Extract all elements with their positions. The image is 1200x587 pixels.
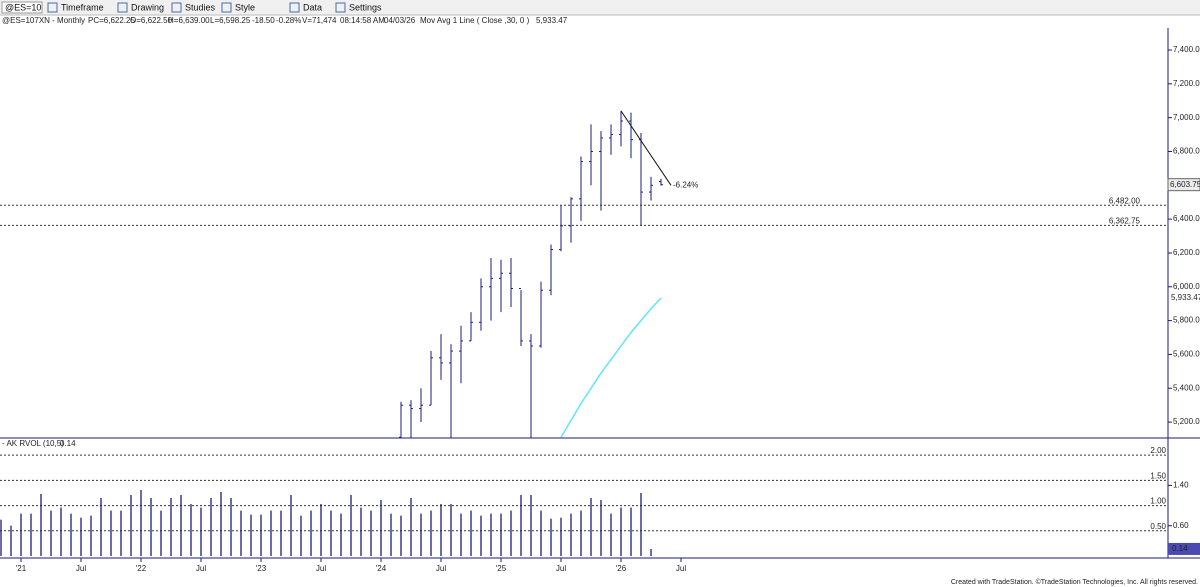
menu-icon[interactable]: [47, 2, 58, 13]
y-tick-label: 5,200.00: [1173, 417, 1200, 426]
last-value-label: 0.14: [1172, 544, 1188, 553]
header-field: Mov Avg 1 Line ( Close ,30, 0 ): [420, 16, 530, 25]
toolbar: [0, 0, 1200, 15]
moving-average: [560, 297, 662, 438]
y-tick-label: 1.40: [1173, 481, 1189, 490]
x-tick-label: '21: [16, 564, 27, 573]
menu-icon[interactable]: [117, 2, 128, 13]
symbol-box[interactable]: [1, 1, 43, 14]
header-ma-value: 5,933.47: [536, 16, 568, 25]
y-tick-label: 5,400.00: [1173, 383, 1200, 392]
header-field: -0.28%: [276, 16, 301, 25]
header-field: PC=6,622.25: [88, 16, 135, 25]
menu-item[interactable]: Settings: [349, 2, 382, 12]
menu-item[interactable]: Timeframe: [61, 2, 104, 12]
study-name: - AK RVOL (10,5): [2, 439, 64, 448]
header-symbol: @ES=107XN - Monthly: [2, 16, 85, 25]
x-tick-label: Jul: [316, 564, 326, 573]
menu-item[interactable]: Studies: [185, 2, 216, 12]
header-field: 04/03/26: [384, 16, 416, 25]
last-value-box: [1168, 542, 1200, 555]
price-plot: [399, 110, 672, 438]
x-tick-label: '26: [616, 564, 627, 573]
menu-icon[interactable]: [289, 2, 300, 13]
menu-icon[interactable]: [221, 2, 232, 13]
symbol-input[interactable]: @ES=10: [5, 2, 41, 12]
last-price-label: 6,603.75: [1170, 180, 1200, 189]
study-value: 0.14: [60, 439, 76, 448]
y-tick-label: 6,400.00: [1173, 214, 1200, 223]
header-field: V=71,474: [302, 16, 337, 25]
menu-icon[interactable]: [335, 2, 346, 13]
y-tick-label: 6,000.00: [1173, 282, 1200, 291]
footer: Created with TradeStation. ©TradeStation…: [951, 578, 1198, 586]
last-price-box: [1167, 178, 1200, 192]
x-tick-label: Jul: [676, 564, 686, 573]
x-tick-label: '25: [496, 564, 507, 573]
menu-item[interactable]: Drawing: [131, 2, 164, 12]
level-label: 1.50: [1150, 471, 1166, 480]
header-field: L=6,598.25: [210, 16, 251, 25]
x-tick-label: Jul: [436, 564, 446, 573]
level-label: 6,482.00: [1109, 196, 1141, 205]
y-tick-label: 6,800.00: [1173, 147, 1200, 156]
header-field: -18.50: [252, 16, 275, 25]
header-field: O=6,622.50: [130, 16, 173, 25]
y-tick-label: 5,800.00: [1173, 316, 1200, 325]
x-tick-label: '24: [376, 564, 387, 573]
header-field: H=6,639.00: [168, 16, 210, 25]
trendline-label: -6.24%: [673, 180, 698, 189]
y-tick-label: 7,200.00: [1173, 79, 1200, 88]
level-label: 2.00: [1150, 446, 1166, 455]
level-label: 1.00: [1150, 497, 1166, 506]
menu-item[interactable]: Style: [235, 2, 255, 12]
y-tick-label: 7,000.00: [1173, 113, 1200, 122]
x-tick-label: '22: [136, 564, 147, 573]
x-tick-label: '23: [256, 564, 267, 573]
menu-icon[interactable]: [171, 2, 182, 13]
y-tick-label: 5,600.00: [1173, 350, 1200, 359]
level-label: 0.50: [1150, 522, 1166, 531]
header-field: 08:14:58 AM: [340, 16, 385, 25]
x-tick-label: Jul: [76, 564, 86, 573]
ma-axis-label: 5,933.47: [1171, 293, 1200, 302]
y-tick-label: 6,200.00: [1173, 248, 1200, 257]
menu-item[interactable]: Data: [303, 2, 322, 12]
x-tick-label: Jul: [556, 564, 566, 573]
x-tick-label: Jul: [196, 564, 206, 573]
level-label: 6,362.75: [1109, 217, 1141, 226]
trendline: [620, 110, 672, 186]
y-tick-label: 7,400.00: [1173, 45, 1200, 54]
y-tick-label: 0.60: [1173, 521, 1189, 530]
